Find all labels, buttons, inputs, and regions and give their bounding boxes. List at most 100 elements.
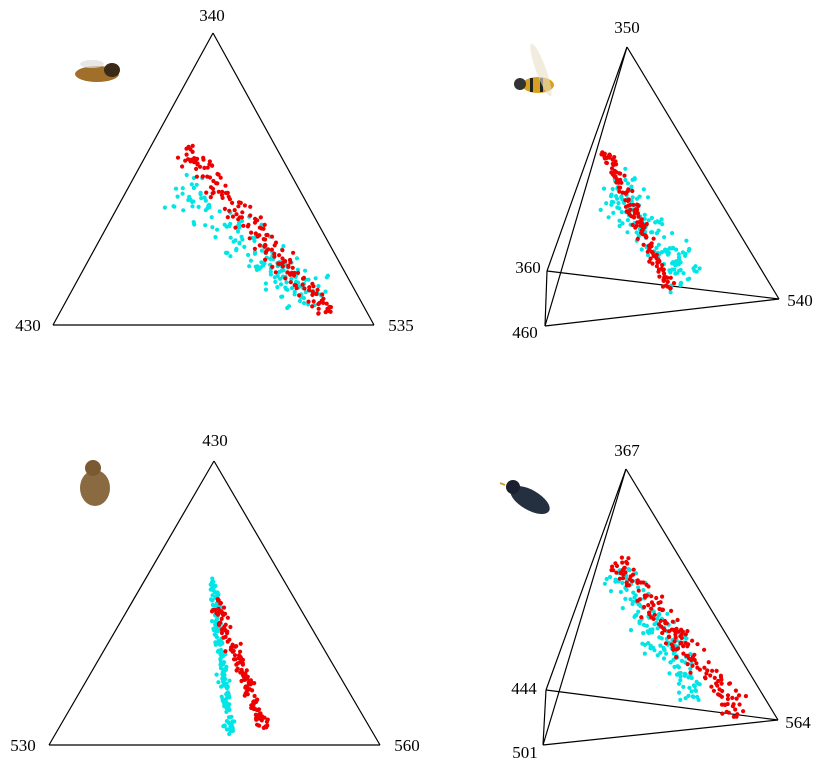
dot — [695, 680, 699, 684]
dot — [604, 201, 608, 205]
dot — [239, 201, 243, 205]
dot — [227, 209, 231, 213]
dot — [180, 164, 184, 168]
dot — [719, 678, 723, 682]
dot — [212, 585, 216, 589]
dot — [679, 283, 683, 287]
dot — [662, 267, 666, 271]
dot — [660, 217, 664, 221]
dot — [195, 175, 199, 179]
dot — [609, 589, 613, 593]
dot — [646, 250, 650, 254]
dot — [314, 292, 318, 296]
vertex-label: 540 — [787, 291, 813, 310]
dot — [176, 195, 180, 199]
dot — [603, 582, 607, 586]
dot — [655, 617, 659, 621]
dot — [223, 207, 227, 211]
dot — [726, 693, 730, 697]
dot — [620, 221, 624, 225]
dot — [680, 632, 684, 636]
scatter-dots — [163, 144, 748, 736]
dot — [292, 271, 296, 275]
vertex-label: 430 — [15, 316, 41, 335]
dot — [307, 288, 311, 292]
dot — [652, 237, 656, 241]
labels: 340 430 535 350 360 460 540 430 530 560 … — [10, 6, 813, 762]
dot — [212, 190, 216, 194]
dot — [649, 257, 653, 261]
dot — [645, 594, 649, 598]
dot — [298, 299, 302, 303]
dot — [244, 684, 248, 688]
dot — [656, 626, 660, 630]
dot — [632, 215, 636, 219]
dot — [684, 252, 688, 256]
vertex-label: 460 — [512, 323, 538, 342]
dot — [674, 263, 678, 267]
dot — [310, 282, 314, 286]
dot — [670, 231, 674, 235]
dot — [668, 246, 672, 250]
edge — [49, 461, 214, 745]
vertex-label: 360 — [515, 258, 541, 277]
dot — [285, 306, 289, 310]
dot — [626, 218, 630, 222]
dot — [228, 722, 232, 726]
dot — [672, 665, 676, 669]
dot — [221, 670, 225, 674]
dot — [715, 669, 719, 673]
dot — [257, 267, 261, 271]
dot — [649, 594, 653, 598]
vertex-label: 444 — [511, 679, 537, 698]
dot — [284, 280, 288, 284]
dot — [210, 577, 214, 581]
dot — [713, 676, 717, 680]
dot — [215, 172, 219, 176]
dot — [662, 275, 666, 279]
dot — [617, 171, 621, 175]
dot — [695, 695, 699, 699]
dot — [279, 282, 283, 286]
dot — [611, 211, 615, 215]
dot — [610, 200, 614, 204]
dot — [219, 685, 223, 689]
dot — [674, 655, 678, 659]
dot — [224, 251, 228, 255]
dot — [239, 642, 243, 646]
dot — [303, 269, 307, 273]
dot — [631, 591, 635, 595]
dot — [610, 193, 614, 197]
dot — [599, 208, 603, 212]
dot — [692, 269, 696, 273]
dot — [253, 694, 257, 698]
dot — [176, 156, 180, 160]
dot — [618, 186, 622, 190]
dot — [637, 589, 641, 593]
dot — [233, 653, 237, 657]
wasp-icon — [514, 42, 555, 98]
dot — [204, 208, 208, 212]
dot — [669, 286, 673, 290]
dot — [253, 221, 257, 225]
dot — [677, 682, 681, 686]
dot — [620, 556, 624, 560]
dot — [240, 237, 244, 241]
dot — [628, 568, 632, 572]
dot — [720, 695, 724, 699]
dot — [704, 671, 708, 675]
dot — [714, 681, 718, 685]
dot — [215, 673, 219, 677]
dot — [631, 195, 635, 199]
dot — [327, 308, 331, 312]
dot — [734, 689, 738, 693]
dot — [264, 288, 268, 292]
dot — [228, 197, 232, 201]
dot — [613, 174, 617, 178]
dot — [640, 247, 644, 251]
dot — [624, 560, 628, 564]
dot — [737, 693, 741, 697]
dot — [280, 248, 284, 252]
dot — [270, 265, 274, 269]
dot — [646, 603, 650, 607]
